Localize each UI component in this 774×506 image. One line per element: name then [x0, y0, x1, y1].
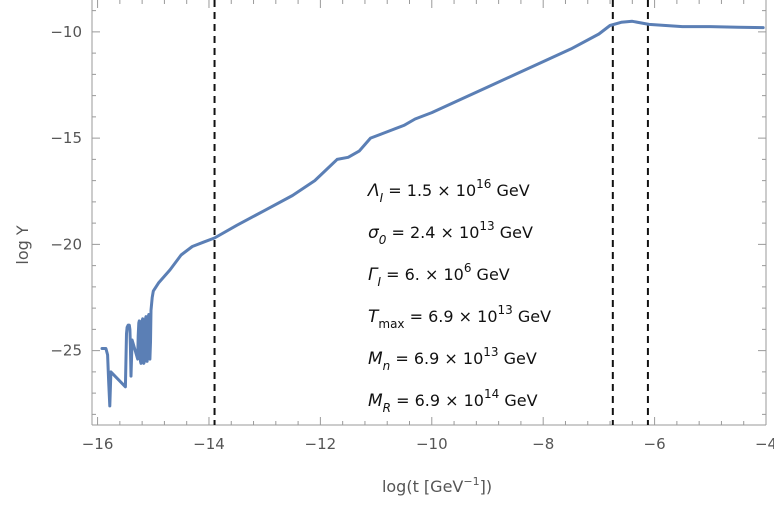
data-series	[100, 19, 765, 408]
y-tick-label: −15	[50, 129, 82, 147]
parameter-annotation: ΛI = 1.5 × 1016 GeV	[366, 177, 530, 205]
tick-labels: −16 −14 −12 −10 −8 −6 −4 −25 −20 −15 −10	[50, 23, 774, 453]
x-tick-label: −12	[305, 435, 337, 453]
x-tick-label: −16	[82, 435, 114, 453]
y-axis-label: log Y	[13, 225, 32, 264]
annotations: ΛI = 1.5 × 1016 GeV σ0 = 2.4 × 1013 GeV ΓI…	[366, 177, 551, 415]
axis-ticks	[92, 0, 766, 425]
parameter-annotation: ΓI = 6. × 106 GeV	[368, 261, 510, 289]
parameter-annotation: σ0 = 2.4 × 1013 GeV	[368, 219, 533, 247]
x-tick-label: −8	[532, 435, 554, 453]
x-tick-label: −10	[416, 435, 448, 453]
parameter-annotation: Tmax = 6.9 × 1013 GeV	[368, 303, 551, 331]
plot-frame	[91, 0, 767, 426]
reference-lines	[213, 0, 649, 425]
y-tick-label: −25	[50, 342, 82, 360]
x-tick-label: −14	[193, 435, 225, 453]
x-tick-label: −6	[644, 435, 666, 453]
x-axis-label: log(t [GeV−1])	[382, 475, 492, 496]
parameter-annotation: MR = 6.9 × 1014 GeV	[368, 387, 538, 415]
x-tick-label: −4	[755, 435, 774, 453]
y-tick-label: −10	[50, 23, 82, 41]
parameter-annotation: Mn = 6.9 × 1013 GeV	[368, 345, 537, 373]
y-tick-label: −20	[50, 235, 82, 253]
series-line	[100, 19, 765, 408]
